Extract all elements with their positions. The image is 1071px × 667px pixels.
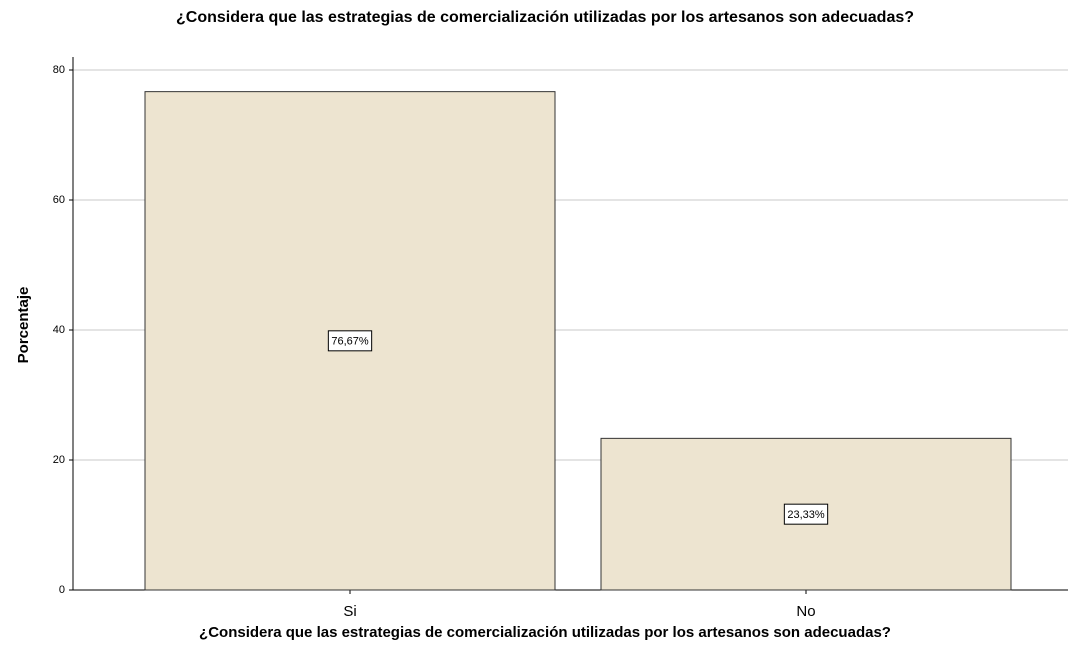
value-label: 76,67% bbox=[331, 336, 369, 348]
x-tick-label: Si bbox=[343, 603, 356, 620]
x-axis-title: ¿Considera que las estrategias de comerc… bbox=[199, 624, 891, 641]
value-label: 23,33% bbox=[787, 509, 825, 521]
x-tick-label: No bbox=[796, 603, 815, 620]
y-tick-label: 60 bbox=[53, 194, 65, 206]
chart-title: ¿Considera que las estrategias de comerc… bbox=[176, 9, 914, 26]
y-tick-label: 20 bbox=[53, 454, 65, 466]
y-tick-label: 80 bbox=[53, 64, 65, 76]
y-tick-label: 0 bbox=[59, 584, 65, 596]
y-tick-label: 40 bbox=[53, 324, 65, 336]
y-axis-title: Porcentaje bbox=[15, 287, 32, 364]
value-label-box bbox=[783, 503, 829, 525]
value-label-box bbox=[327, 330, 373, 352]
